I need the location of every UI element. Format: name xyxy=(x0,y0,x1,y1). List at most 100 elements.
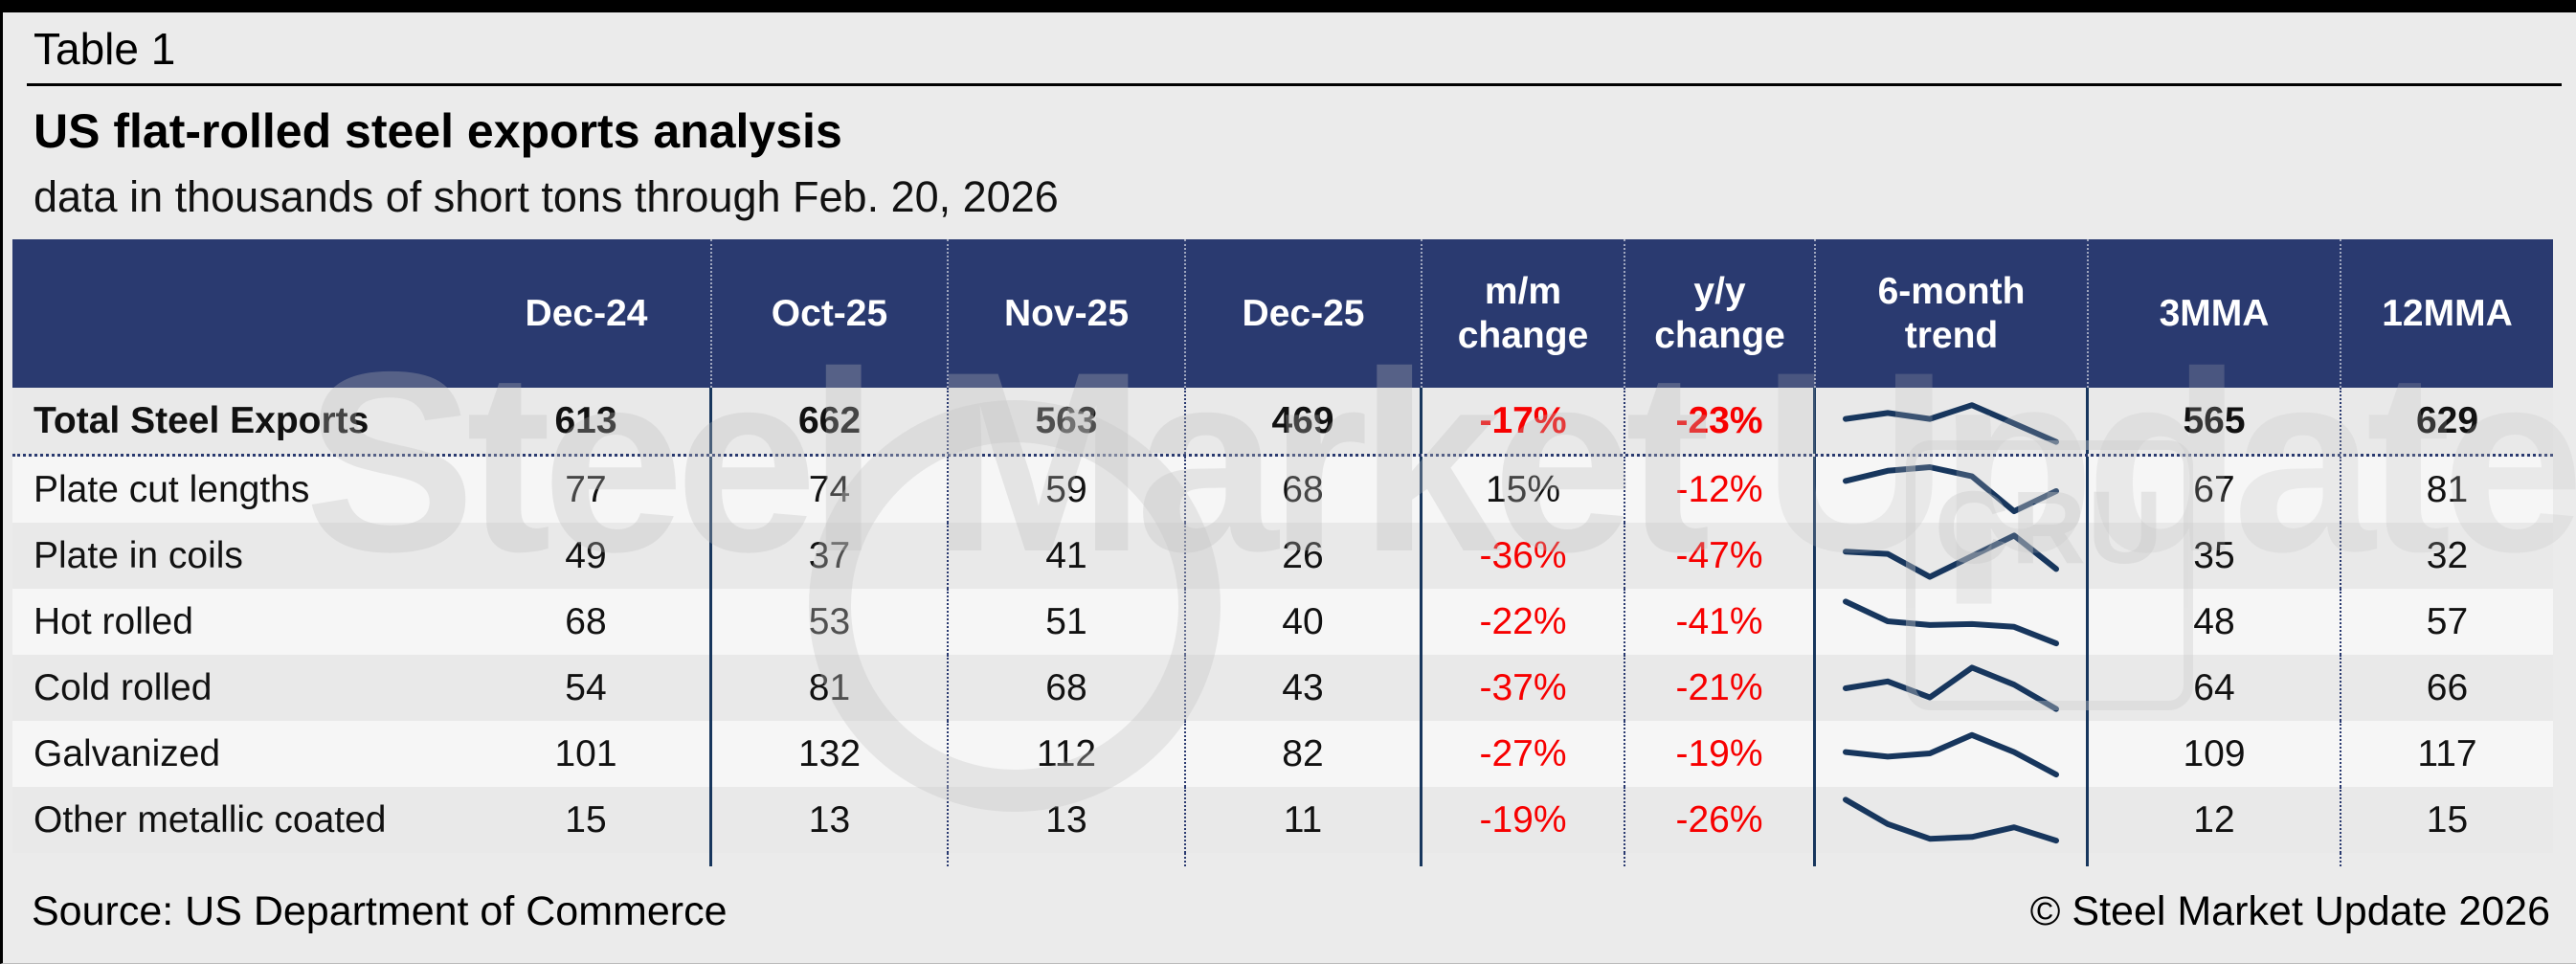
cell-nov25: 68 xyxy=(949,655,1186,721)
header-yy-line2: change xyxy=(1654,314,1785,356)
cell-mm-change: 15% xyxy=(1422,457,1625,523)
cell-yy-change: -19% xyxy=(1625,721,1816,787)
cell-oct25: 37 xyxy=(712,523,949,589)
cell-12mma: 66 xyxy=(2426,666,2469,708)
cell-yy-change: -23% xyxy=(1625,388,1816,454)
cell-yy-change: -26% xyxy=(1625,787,1816,853)
cell-12mma: 81 xyxy=(2426,468,2469,510)
table-number-label: Table 1 xyxy=(34,24,176,74)
header-dec25: Dec-25 xyxy=(1186,239,1422,388)
table-row: Galvanized 101 132 112 82 -27% -19% 109 … xyxy=(12,721,2553,787)
cell-nov25: 563 xyxy=(949,388,1186,454)
cell-12mma: 57 xyxy=(2426,600,2469,642)
cell-mm-change: -19% xyxy=(1422,787,1625,853)
cell-dec24: 613 xyxy=(462,388,712,454)
table-row: Other metallic coated 15 13 13 11 -19% -… xyxy=(12,787,2553,853)
cell-oct25: 13 xyxy=(712,787,949,853)
header-mm-change: m/m change xyxy=(1422,239,1625,388)
sparkline-chart xyxy=(1843,731,2059,777)
header-3mma: 3MMA xyxy=(2089,239,2341,388)
cell-mm-change: -36% xyxy=(1422,523,1625,589)
table-row: Plate cut lengths 77 74 59 68 15% -12% 6… xyxy=(12,457,2553,523)
header-trend-line1: 6-month xyxy=(1877,270,2026,312)
cell-trend-sparkline xyxy=(1816,721,2089,787)
row-label: Hot rolled xyxy=(34,600,193,642)
cell-dec25: 82 xyxy=(1186,721,1422,787)
cell-yy-change: -21% xyxy=(1625,655,1816,721)
cell-trend-sparkline xyxy=(1816,523,2089,589)
cell-trend-sparkline xyxy=(1816,655,2089,721)
cell-3mma: 35 xyxy=(2089,523,2341,589)
row-label: Cold rolled xyxy=(34,666,213,708)
header-mm-line2: change xyxy=(1457,314,1589,356)
table-row: Hot rolled 68 53 51 40 -22% -41% 48 57 xyxy=(12,589,2553,655)
cell-3mma: 565 xyxy=(2089,388,2341,454)
header-nov25: Nov-25 xyxy=(949,239,1186,388)
header-blank xyxy=(12,239,462,388)
tick xyxy=(1625,853,1816,866)
cell-dec24: 68 xyxy=(462,589,712,655)
tick xyxy=(712,853,949,866)
cell-3mma: 67 xyxy=(2089,457,2341,523)
tick-blank xyxy=(2341,853,2553,866)
row-label: Plate cut lengths xyxy=(34,468,310,510)
header-dec24: Dec-24 xyxy=(462,239,712,388)
header-trend-line2: trend xyxy=(1904,314,1999,356)
cell-trend-sparkline xyxy=(1816,457,2089,523)
horizontal-rule xyxy=(27,83,2562,86)
cell-dec24: 15 xyxy=(462,787,712,853)
cell-12mma: 15 xyxy=(2426,798,2469,841)
cell-nov25: 41 xyxy=(949,523,1186,589)
cell-3mma: 12 xyxy=(2089,787,2341,853)
cell-3mma: 48 xyxy=(2089,589,2341,655)
tick xyxy=(949,853,1186,866)
table-row: Total Steel Exports 613 662 563 469 -17%… xyxy=(12,388,2553,457)
row-label: Total Steel Exports xyxy=(34,399,370,441)
table-body: Total Steel Exports 613 662 563 469 -17%… xyxy=(12,388,2553,853)
source-note: Source: US Department of Commerce xyxy=(32,888,728,934)
sparkline-chart xyxy=(1843,597,2059,646)
tick xyxy=(1186,853,1422,866)
top-black-bar xyxy=(3,0,2576,12)
cell-mm-change: -17% xyxy=(1422,388,1625,454)
table-row: Cold rolled 54 81 68 43 -37% -21% 64 66 xyxy=(12,655,2553,721)
cell-12mma: 32 xyxy=(2426,534,2469,576)
cell-12mma: 117 xyxy=(2417,732,2477,774)
cell-dec25: 40 xyxy=(1186,589,1422,655)
tick xyxy=(1816,853,2089,866)
sparkline-chart xyxy=(1843,401,2059,445)
page-subtitle: data in thousands of short tons through … xyxy=(34,172,1059,221)
row-label: Plate in coils xyxy=(34,534,243,576)
header-trend: 6-month trend xyxy=(1816,239,2089,388)
sparkline-chart xyxy=(1843,796,2059,843)
cell-nov25: 59 xyxy=(949,457,1186,523)
cell-dec25: 26 xyxy=(1186,523,1422,589)
cell-3mma: 109 xyxy=(2089,721,2341,787)
cell-mm-change: -27% xyxy=(1422,721,1625,787)
header-mm-line1: m/m xyxy=(1484,270,1562,312)
cell-oct25: 74 xyxy=(712,457,949,523)
table-bottom-ticks xyxy=(12,853,2553,866)
table-row: Plate in coils 49 37 41 26 -36% -47% 35 … xyxy=(12,523,2553,589)
cell-12mma: 629 xyxy=(2415,399,2479,441)
tick xyxy=(462,853,712,866)
row-label: Other metallic coated xyxy=(34,798,387,841)
cell-mm-change: -22% xyxy=(1422,589,1625,655)
cell-nov25: 51 xyxy=(949,589,1186,655)
header-yy-change: y/y change xyxy=(1625,239,1816,388)
table-header-row: Dec-24 Oct-25 Nov-25 Dec-25 m/m change y… xyxy=(12,239,2553,388)
cell-trend-sparkline xyxy=(1816,388,2089,454)
cell-mm-change: -37% xyxy=(1422,655,1625,721)
cell-dec24: 54 xyxy=(462,655,712,721)
cell-trend-sparkline xyxy=(1816,787,2089,853)
cell-oct25: 81 xyxy=(712,655,949,721)
page-title: US flat-rolled steel exports analysis xyxy=(34,104,842,158)
cell-dec25: 469 xyxy=(1186,388,1422,454)
row-label: Galvanized xyxy=(34,732,221,774)
cell-yy-change: -12% xyxy=(1625,457,1816,523)
cell-3mma: 64 xyxy=(2089,655,2341,721)
sparkline-chart xyxy=(1843,531,2059,580)
tick xyxy=(2089,853,2341,866)
cell-dec24: 49 xyxy=(462,523,712,589)
